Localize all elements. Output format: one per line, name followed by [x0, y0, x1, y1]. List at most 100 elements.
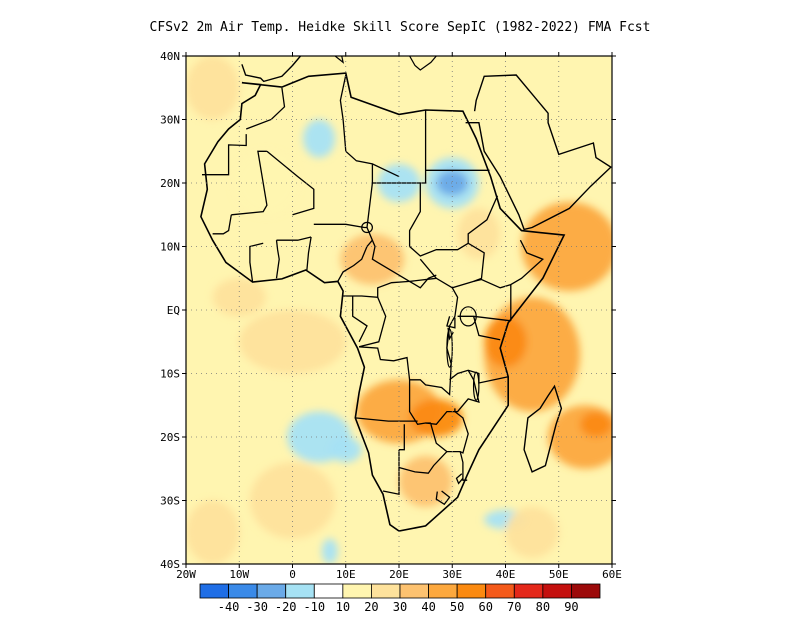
colorbar-swatch	[199, 583, 229, 599]
country-border	[382, 449, 400, 495]
skill-area	[249, 462, 336, 539]
country-border	[446, 316, 456, 329]
lat-tick-label: EQ	[167, 304, 180, 317]
lon-tick-label: 0	[289, 568, 296, 581]
arabia-coastline	[465, 74, 612, 231]
country-border	[313, 163, 374, 229]
country-border	[275, 240, 280, 279]
colorbar-label: -10	[303, 600, 325, 614]
colorbar-label: 50	[450, 600, 464, 614]
colorbar-label: 30	[393, 600, 407, 614]
colorbar: -40 -30 -20 -10 10 20 30 40 50 60 70 80 90	[199, 583, 601, 614]
lake-outline	[446, 328, 453, 368]
skill-score-field	[186, 56, 612, 564]
colorbar-swatch	[428, 583, 458, 599]
skill-area	[212, 278, 266, 317]
lat-tick-label: 20N	[160, 177, 180, 190]
lon-tick-label: 10E	[336, 568, 356, 581]
lat-tick-label: 30S	[160, 495, 180, 508]
lake-outline	[361, 221, 373, 234]
lat-tick-label: 30N	[160, 114, 180, 127]
colorbar-swatch	[371, 583, 401, 599]
skill-area	[186, 56, 240, 120]
country-border	[398, 451, 448, 474]
colorbar-swatch	[542, 583, 572, 599]
colorbar-swatch	[313, 583, 344, 599]
colorbar-swatch	[228, 583, 258, 599]
skill-area	[521, 202, 612, 291]
map-plot-area	[186, 56, 612, 564]
colorbar-swatch	[513, 583, 544, 599]
country-border	[399, 424, 405, 451]
east-mediterranean-coastline	[409, 56, 438, 71]
country-border	[419, 195, 499, 289]
country-border	[459, 451, 468, 481]
colorbar-label: -20	[275, 600, 297, 614]
colorbar-label: 90	[564, 600, 578, 614]
colorbar-swatch	[399, 583, 429, 599]
country-border	[212, 214, 232, 235]
colorbar-swatch	[285, 583, 315, 599]
lon-tick-label: 40E	[496, 568, 516, 581]
lon-tick-label: 60E	[602, 568, 622, 581]
country-border	[409, 274, 437, 289]
colorbar-label: 40	[421, 600, 435, 614]
skill-area	[580, 411, 612, 437]
country-border	[358, 297, 387, 348]
skill-area	[233, 151, 298, 215]
country-border	[455, 473, 464, 485]
skill-area	[409, 398, 463, 438]
lat-tick-label: 40N	[160, 50, 180, 63]
country-border	[276, 236, 312, 241]
lon-tick-label: 20E	[389, 568, 409, 581]
colorbar-swatch	[571, 583, 601, 599]
colorbar-label: 10	[336, 600, 350, 614]
country-border	[425, 410, 469, 454]
lon-tick-label: 20W	[176, 568, 196, 581]
lat-tick-label: 20S	[160, 431, 180, 444]
country-border	[245, 87, 286, 130]
lake-outline	[472, 371, 480, 401]
colorbar-label: 80	[536, 600, 550, 614]
skill-area	[303, 119, 336, 158]
colorbar-label: 60	[478, 600, 492, 614]
lat-tick-label: 40S	[160, 558, 180, 571]
lon-tick-label: 10W	[229, 568, 249, 581]
lon-tick-label: 30E	[442, 568, 462, 581]
skill-area	[436, 170, 469, 196]
skill-area	[321, 538, 338, 564]
country-border	[202, 134, 247, 176]
skill-area	[329, 437, 362, 463]
colorbar-label: 20	[364, 600, 378, 614]
colorbar-label: 70	[507, 600, 521, 614]
country-border	[355, 417, 418, 422]
country-border	[249, 242, 264, 283]
skill-area	[186, 500, 240, 564]
colorbar-swatch	[342, 583, 372, 599]
country-border	[473, 278, 512, 321]
country-border	[337, 239, 373, 282]
country-border	[231, 150, 268, 216]
colorbar-label: -40	[218, 600, 240, 614]
country-border	[472, 316, 501, 341]
map-title: CFSv2 2m Air Temp. Heidke Skill Score Se…	[149, 20, 651, 35]
lat-tick-label: 10S	[160, 368, 180, 381]
colorbar-label: -30	[246, 600, 268, 614]
country-border	[306, 236, 312, 271]
country-border	[339, 74, 347, 120]
africa-coastline	[200, 72, 566, 532]
iberia-coastline	[241, 56, 302, 83]
country-border	[352, 296, 368, 343]
lon-tick-label: 50E	[549, 568, 569, 581]
skill-area	[505, 506, 559, 558]
country-border	[342, 119, 400, 178]
lake-outline	[459, 306, 477, 327]
colorbar-swatch	[256, 583, 287, 599]
skill-area	[399, 456, 453, 507]
colorbar-swatch	[485, 583, 515, 599]
colorbar-swatch	[456, 583, 487, 599]
country-border	[435, 490, 451, 506]
country-border	[409, 242, 469, 257]
lat-tick-label: 10N	[160, 241, 180, 254]
